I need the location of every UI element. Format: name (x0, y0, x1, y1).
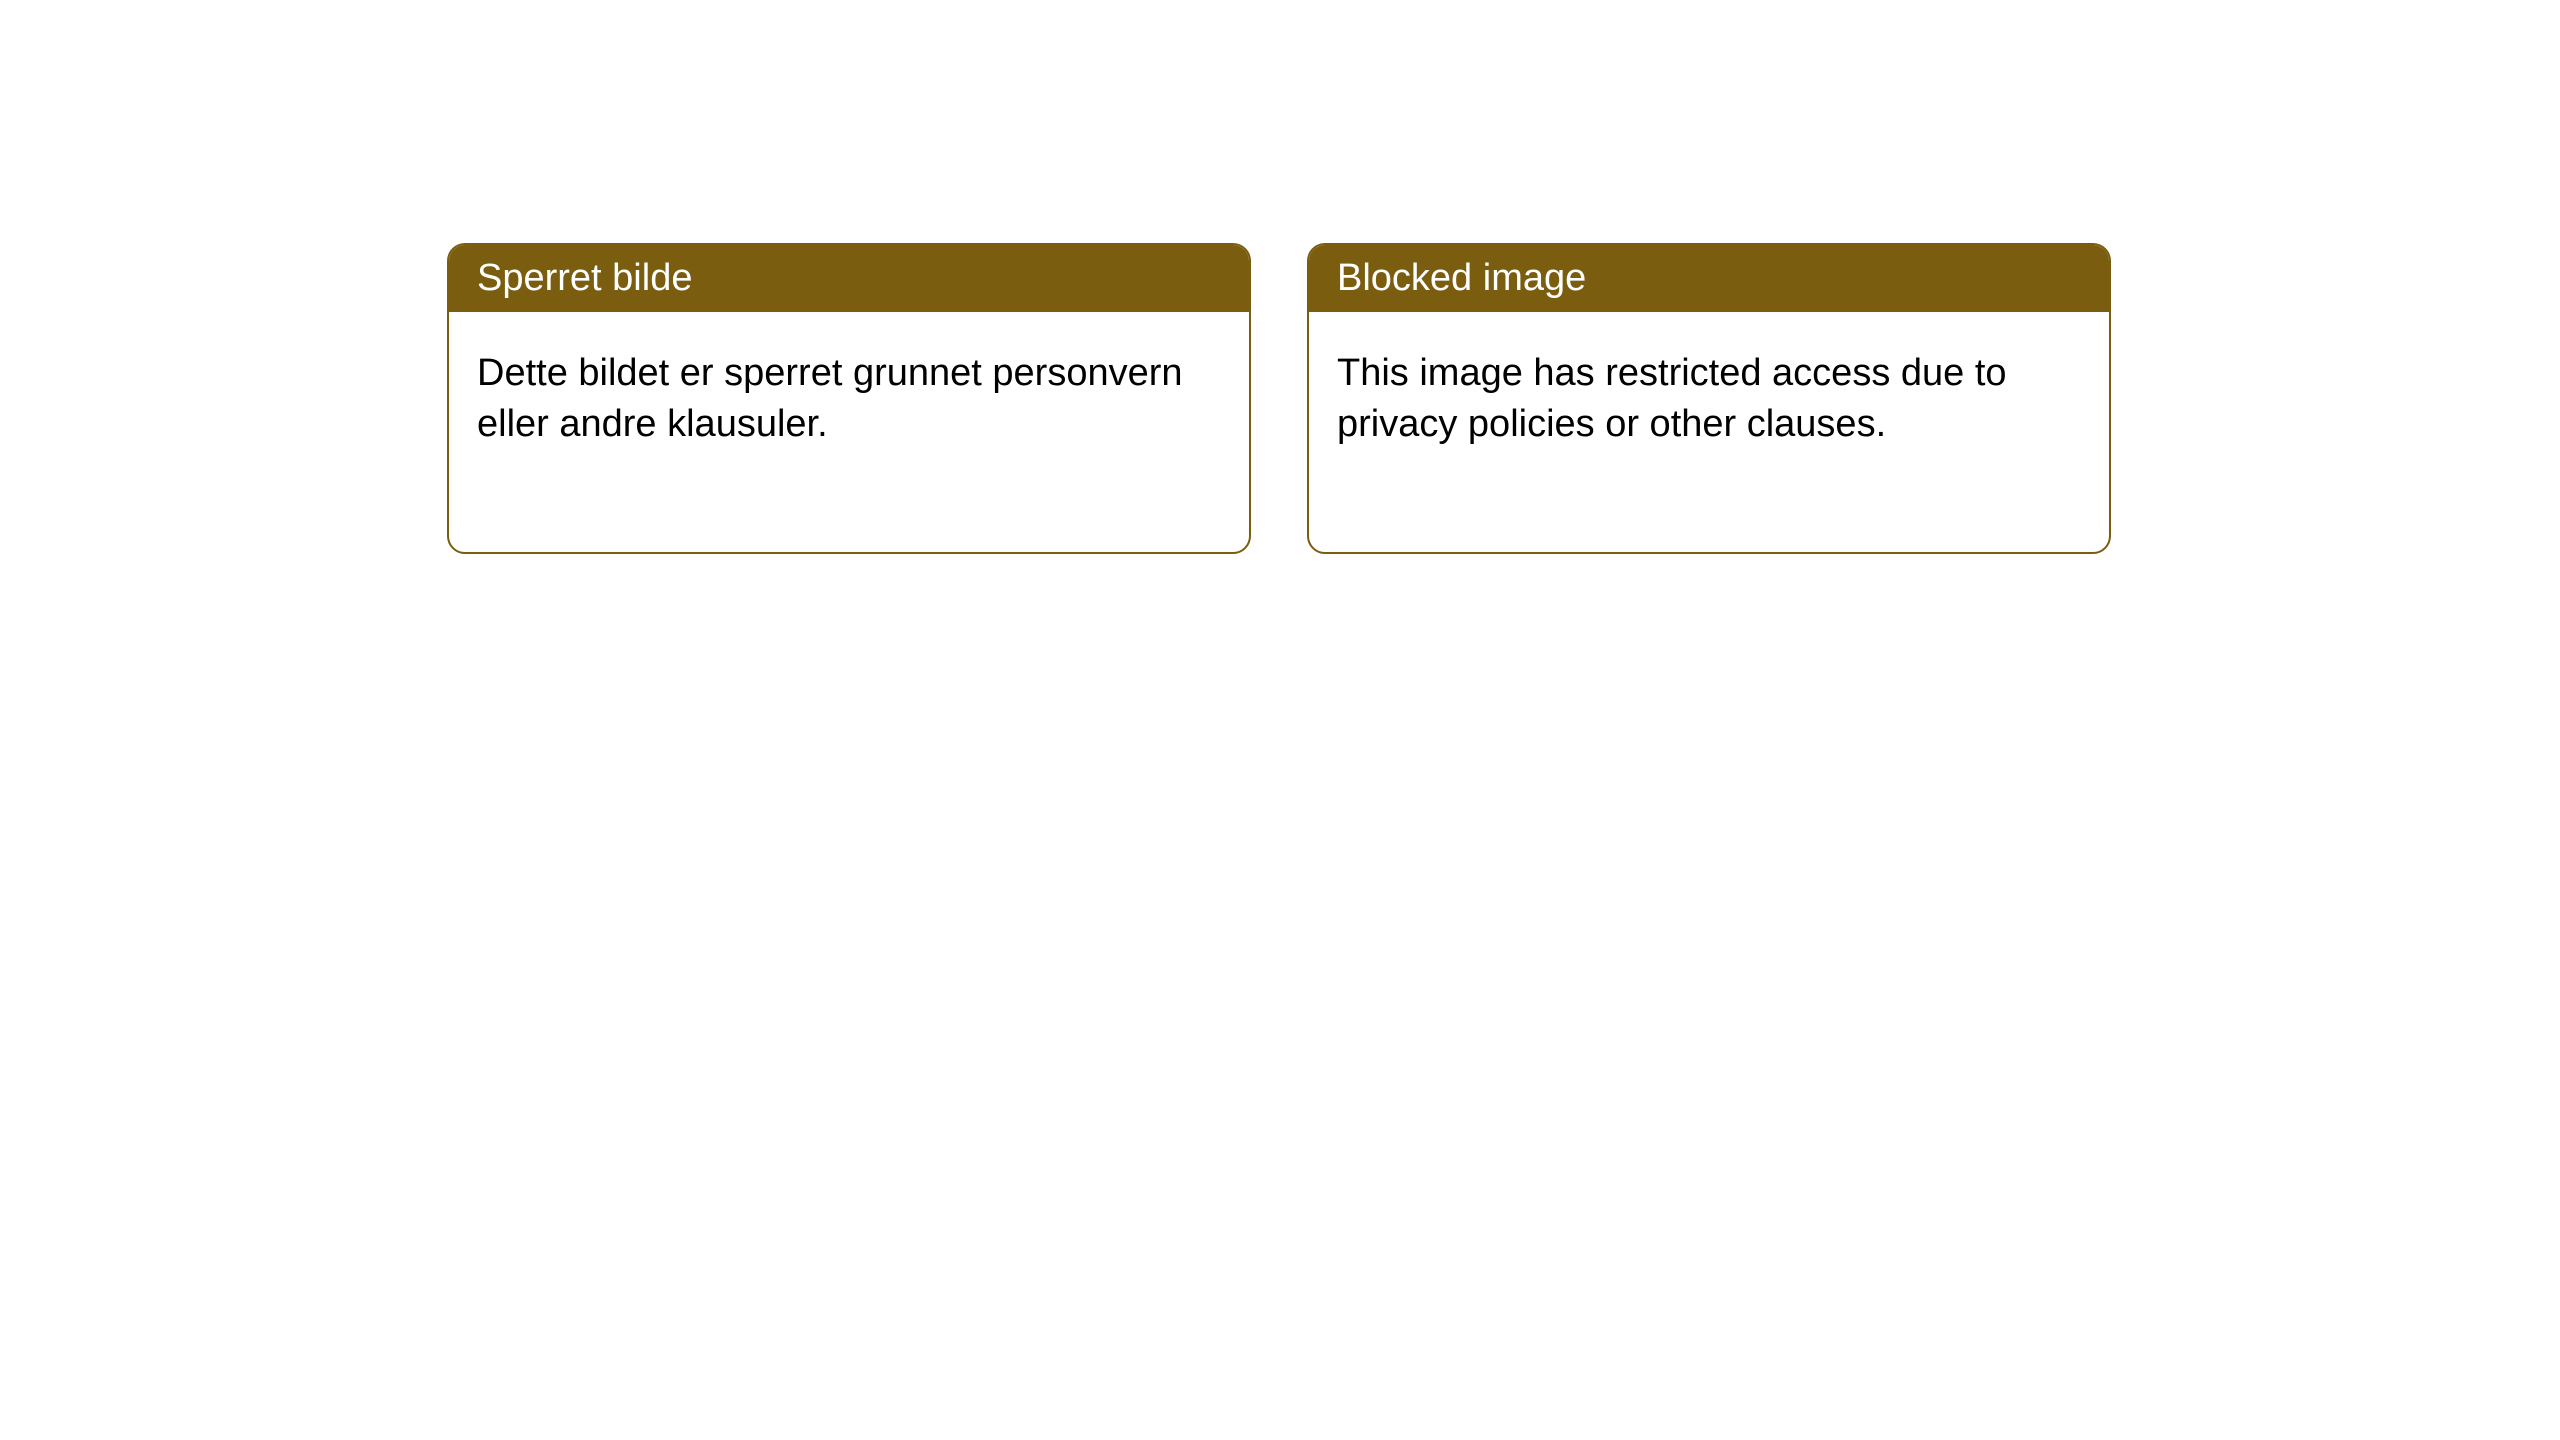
notice-card-container: Sperret bilde Dette bildet er sperret gr… (447, 243, 2111, 554)
notice-card-norwegian: Sperret bilde Dette bildet er sperret gr… (447, 243, 1251, 554)
notice-card-body: This image has restricted access due to … (1309, 312, 2109, 552)
notice-card-title: Sperret bilde (477, 257, 692, 299)
notice-card-english: Blocked image This image has restricted … (1307, 243, 2111, 554)
notice-card-body-text: This image has restricted access due to … (1337, 352, 2007, 445)
notice-card-body: Dette bildet er sperret grunnet personve… (449, 312, 1249, 552)
notice-card-header: Sperret bilde (449, 245, 1249, 312)
notice-card-header: Blocked image (1309, 245, 2109, 312)
notice-card-body-text: Dette bildet er sperret grunnet personve… (477, 352, 1183, 445)
notice-card-title: Blocked image (1337, 257, 1586, 299)
